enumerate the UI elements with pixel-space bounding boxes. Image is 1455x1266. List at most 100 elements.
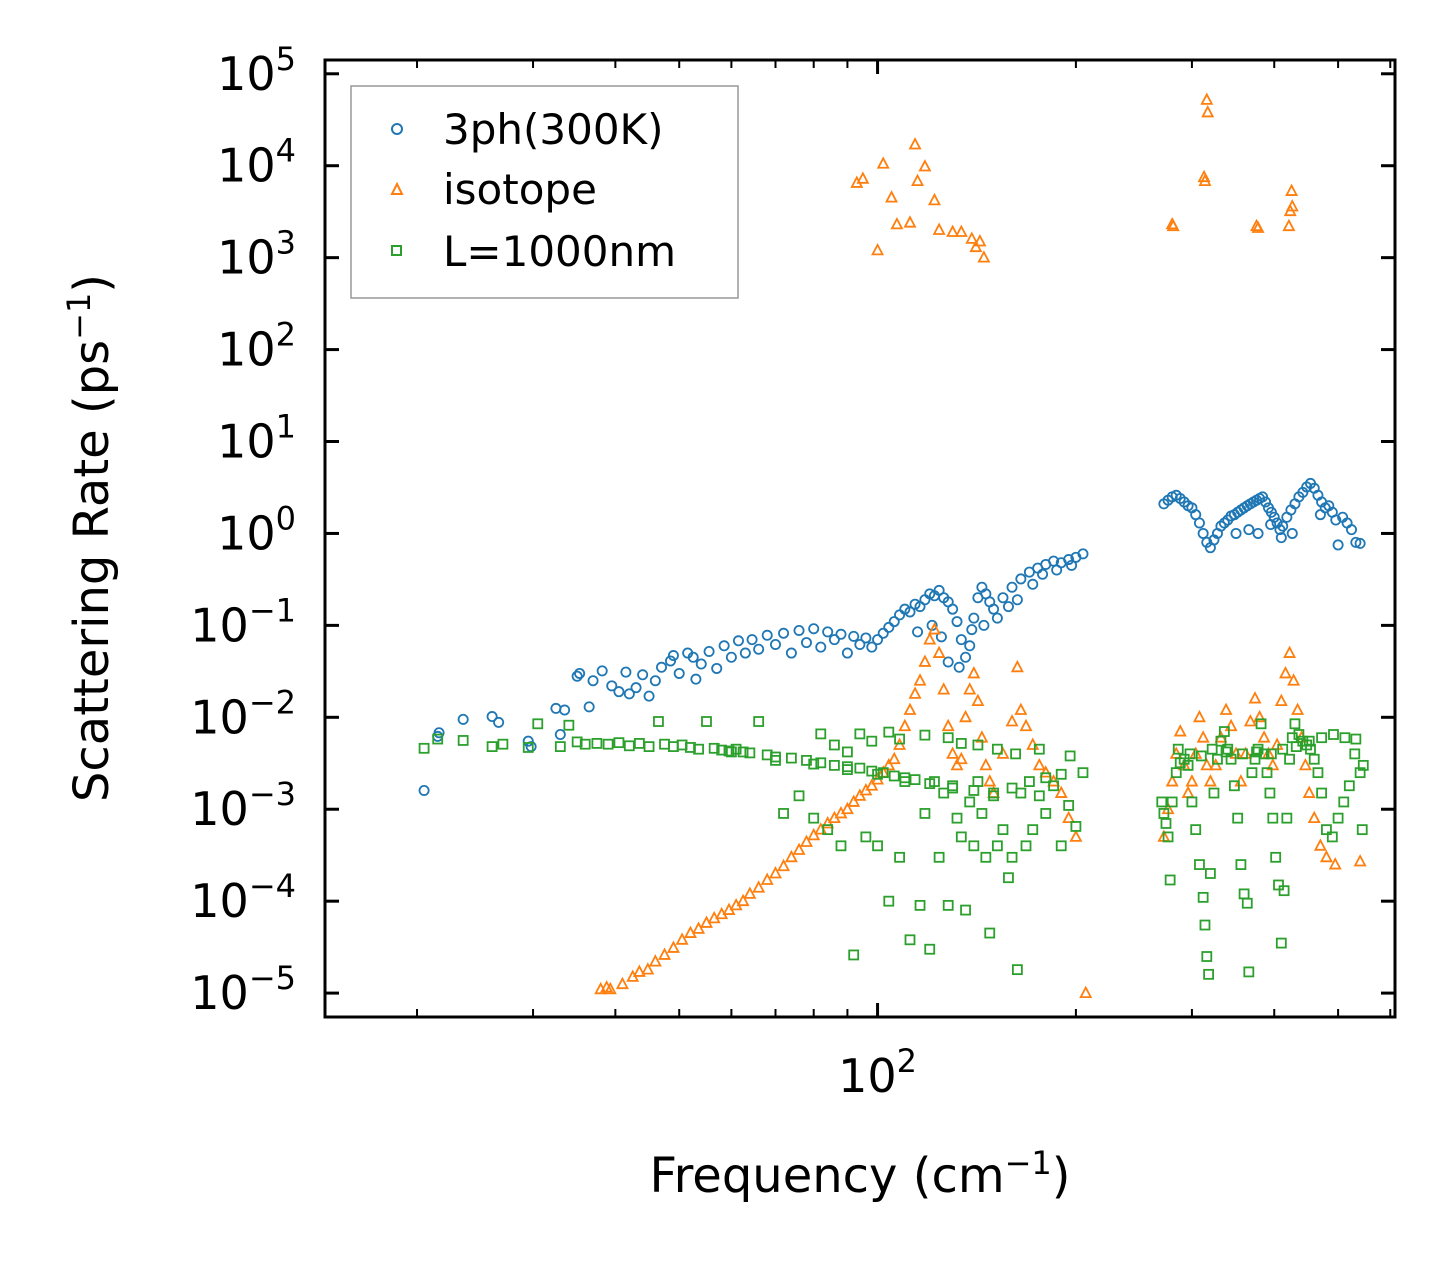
data-point — [1220, 746, 1232, 758]
data-point — [630, 682, 642, 694]
data-point — [942, 899, 954, 911]
data-point — [1048, 780, 1059, 792]
data-point — [972, 739, 984, 751]
data-point — [718, 640, 730, 652]
data-point — [808, 758, 820, 770]
data-point — [971, 693, 985, 707]
data-point — [1204, 868, 1216, 879]
data-point — [752, 880, 766, 893]
data-point — [1313, 838, 1327, 851]
data-point — [847, 794, 861, 807]
data-point — [1277, 520, 1289, 532]
y-tick-label: 10−5 — [190, 959, 296, 1020]
data-point — [1343, 780, 1355, 792]
legend-marker-l1000nm — [391, 245, 402, 256]
data-point — [1338, 796, 1350, 808]
data-point — [1307, 810, 1321, 824]
data-point — [1197, 169, 1211, 183]
data-point — [997, 592, 1009, 604]
data-point — [1027, 824, 1039, 836]
data-point — [1350, 536, 1362, 548]
data-point — [1246, 767, 1258, 779]
data-point — [418, 784, 430, 796]
data-point — [1321, 824, 1332, 836]
data-point — [913, 673, 927, 686]
data-point — [912, 626, 924, 638]
y-tick-label: 10−1 — [190, 591, 296, 652]
data-point — [1190, 824, 1202, 836]
x-tick-label: 102 — [838, 1042, 917, 1103]
data-point — [1198, 173, 1212, 187]
y-tick-label: 100 — [217, 499, 296, 560]
data-point — [778, 627, 790, 639]
data-point — [1349, 748, 1361, 760]
data-point — [433, 727, 445, 739]
data-point — [854, 762, 866, 774]
data-point — [1275, 532, 1287, 544]
data-point — [1314, 509, 1326, 521]
legend-label-l1000nm: L=1000nm — [443, 227, 676, 276]
data-point — [1200, 757, 1214, 771]
data-point — [1182, 759, 1194, 771]
data-point — [693, 743, 704, 755]
data-point — [746, 634, 758, 646]
data-point — [591, 738, 603, 749]
data-point — [792, 842, 806, 855]
data-point — [737, 746, 749, 758]
data-point — [769, 638, 781, 650]
data-point — [641, 962, 655, 975]
data-point — [1020, 840, 1032, 852]
data-point — [1248, 691, 1262, 704]
data-point — [732, 635, 744, 647]
plot-frame — [323, 58, 1397, 1019]
data-point — [950, 757, 964, 771]
data-point — [1006, 851, 1018, 863]
data-point — [871, 242, 885, 256]
data-point — [942, 656, 954, 668]
data-point — [877, 767, 889, 779]
data-point — [725, 651, 737, 663]
data-point — [1243, 714, 1257, 727]
data-point — [1066, 559, 1078, 571]
x-axis-label: Frequency (cm−1) — [649, 1144, 1070, 1204]
data-point — [1253, 709, 1267, 723]
data-point — [872, 634, 884, 646]
data-point — [988, 603, 1000, 615]
data-point — [919, 729, 931, 741]
data-point — [643, 741, 655, 753]
data-point — [1283, 645, 1297, 658]
data-point — [932, 645, 946, 658]
data-point — [955, 634, 967, 646]
data-point — [911, 173, 925, 187]
data-point — [769, 866, 782, 879]
data-point — [894, 733, 905, 745]
data-point — [856, 171, 870, 184]
data-point — [828, 634, 840, 646]
data-point — [933, 851, 945, 863]
data-point — [658, 947, 672, 960]
data-point — [1235, 859, 1247, 870]
data-point — [778, 808, 789, 819]
data-point — [1160, 818, 1172, 829]
data-point — [1222, 743, 1234, 755]
data-point — [665, 655, 677, 667]
legend: 3ph(300K) isotope L=1000nm — [350, 85, 739, 299]
data-point — [1062, 810, 1076, 824]
data-point — [1303, 735, 1315, 747]
data-point — [1264, 787, 1276, 799]
data-point — [1277, 743, 1289, 755]
data-point — [1002, 601, 1014, 613]
data-point — [1200, 92, 1214, 105]
data-point — [695, 658, 707, 670]
data-point — [815, 641, 827, 653]
data-point — [793, 790, 805, 802]
data-point — [932, 222, 946, 235]
data-point — [1003, 872, 1014, 884]
data-point — [579, 738, 591, 750]
data-point — [1184, 748, 1196, 760]
data-point — [1350, 733, 1362, 745]
data-point — [1332, 539, 1344, 551]
data-point — [923, 632, 937, 645]
y-tick-label: 102 — [217, 316, 296, 377]
data-point — [1356, 824, 1368, 836]
